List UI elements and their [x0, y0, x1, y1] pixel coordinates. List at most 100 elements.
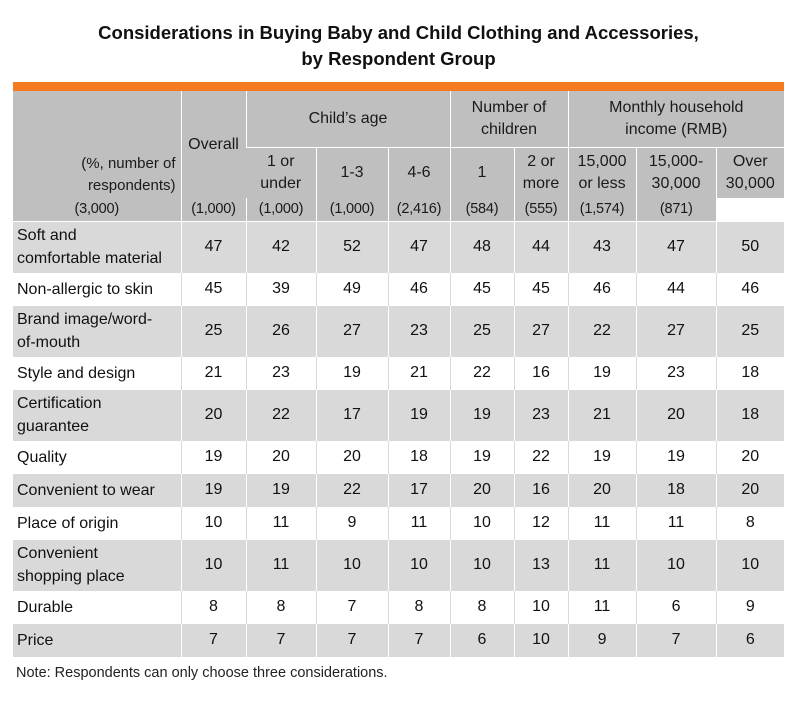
table-cell: 46: [387, 272, 450, 306]
table-cell: 21: [180, 356, 246, 390]
subheader-2-line-0: 4-6: [407, 163, 431, 181]
table-cell: 11: [567, 590, 637, 624]
corner-header: (%, number of respondents): [13, 91, 181, 198]
table-cell: 9: [715, 590, 785, 624]
subheader-3-line-0: 1: [477, 163, 487, 181]
table-cell: 25: [449, 305, 514, 357]
table-cell: 22: [449, 356, 514, 390]
respondent-count-5: (584): [449, 198, 514, 222]
table-cell: 49: [315, 272, 388, 306]
row-label-line: Price: [17, 631, 54, 649]
table-cell: 7: [180, 623, 246, 657]
respondent-count-6: (555): [513, 198, 569, 222]
subheader-0-line-1: under: [260, 174, 302, 192]
respondent-count-1: (1,000): [180, 198, 246, 222]
subheader-7-line-0: Over: [732, 152, 768, 170]
header-childs-age: Child’s age: [245, 91, 450, 148]
row-label: Convenient shopping place: [13, 539, 181, 591]
table-cell: 43: [567, 221, 637, 273]
table-row: Place of origin 10 11 9 11 10 12 11 11 8: [13, 506, 785, 540]
table-cell: 17: [387, 473, 450, 507]
respondent-count-7: (1,574): [567, 198, 637, 222]
table-cell: 8: [449, 590, 514, 624]
row-label: Price: [13, 623, 181, 657]
table-cell: 9: [567, 623, 637, 657]
table-cell: 47: [635, 221, 717, 273]
subheader-5-line-0: 15,000: [577, 152, 627, 170]
table-cell: 23: [513, 389, 569, 441]
table-cell: 6: [715, 623, 785, 657]
table-cell: 52: [315, 221, 388, 273]
table-cell: 27: [315, 305, 388, 357]
row-label: Soft and comfortable material: [13, 221, 181, 273]
header-income: Monthly household income (RMB): [567, 91, 785, 148]
header-number-of-children: Number of children: [449, 91, 569, 148]
table-cell: 19: [449, 389, 514, 441]
table-cell: 19: [387, 389, 450, 441]
table-cell: 39: [245, 272, 316, 306]
row-label-line: Certification: [17, 395, 102, 412]
table-cell: 10: [315, 539, 388, 591]
table-cell: 10: [635, 539, 717, 591]
subheader-6-line-1: 30,000: [651, 174, 701, 192]
table-cell: 7: [387, 623, 450, 657]
table-cell: 6: [635, 590, 717, 624]
table-cell: 42: [245, 221, 316, 273]
header-number-of-children-line-1: Number of: [471, 98, 547, 116]
table-cell: 44: [635, 272, 717, 306]
row-label-line: Non-allergic to skin: [17, 280, 154, 298]
row-label: Certification guarantee: [13, 389, 181, 441]
table-cell: 12: [513, 506, 569, 540]
row-label-line: guarantee: [17, 418, 90, 435]
subheader-6-line-0: 15,000-: [648, 152, 704, 170]
table-row: Quality 19 20 20 18 19 22 19 19 20: [13, 440, 785, 474]
table-cell: 22: [567, 305, 637, 357]
table-cell: 8: [715, 506, 785, 540]
table-cell: 20: [715, 473, 785, 507]
table-cell: 7: [315, 623, 388, 657]
table-cell: 25: [715, 305, 785, 357]
subheader-4-line-0: 2 or: [527, 152, 555, 170]
table-row: Brand image/word-of-mouth 25 26 27 23 25 27 22 2…: [13, 305, 785, 357]
table-cell: 20: [635, 389, 717, 441]
row-label: Place of origin: [13, 506, 181, 540]
table-cell: 13: [513, 539, 569, 591]
row-label: Brand image/word-of-mouth: [13, 305, 181, 357]
table-cell: 11: [567, 506, 637, 540]
row-label-line: Quality: [17, 448, 67, 466]
table-cell: 45: [513, 272, 569, 306]
respondent-count-8: (871): [635, 198, 717, 222]
table-cell: 47: [180, 221, 246, 273]
table-cell: 18: [715, 389, 785, 441]
table-cell: 21: [567, 389, 637, 441]
table-cell: 48: [449, 221, 514, 273]
row-label-line: Soft and: [17, 227, 77, 244]
table-cell: 47: [387, 221, 450, 273]
table-row: Soft and comfortable material 47 42 52 47 48 44…: [13, 221, 785, 273]
table-cell: 27: [513, 305, 569, 357]
table-cell: 11: [387, 506, 450, 540]
row-label-line: shopping place: [17, 568, 125, 585]
subheader-6: 15,000- 30,000: [635, 147, 717, 198]
table-cell: 25: [180, 305, 246, 357]
table-cell: 46: [567, 272, 637, 306]
table-cell: 45: [449, 272, 514, 306]
table-row: Price 7 7 7 7 6 10 9 7 6: [13, 623, 785, 657]
table-cell: 7: [315, 590, 388, 624]
footnote: Note: Respondents can only choose three …: [16, 665, 388, 681]
subheader-1: 1-3: [315, 147, 388, 198]
row-label: Style and design: [13, 356, 181, 390]
subheader-2: 4-6: [387, 147, 450, 198]
subheader-0: 1 or under: [246, 147, 316, 198]
table-cell: 10: [449, 506, 514, 540]
table-cell: 10: [180, 539, 246, 591]
table-cell: 26: [245, 305, 316, 357]
table-row: Convenient shopping place 10 11 10 10 10 13 11 10…: [13, 539, 785, 591]
subheader-4: 2 or more: [513, 147, 569, 198]
table-cell: 20: [449, 473, 514, 507]
table-cell: 19: [449, 440, 514, 474]
table-cell: 16: [513, 473, 569, 507]
table-cell: 20: [567, 473, 637, 507]
subheader-3: 1: [449, 147, 514, 198]
row-label-line: Place of origin: [17, 514, 119, 532]
